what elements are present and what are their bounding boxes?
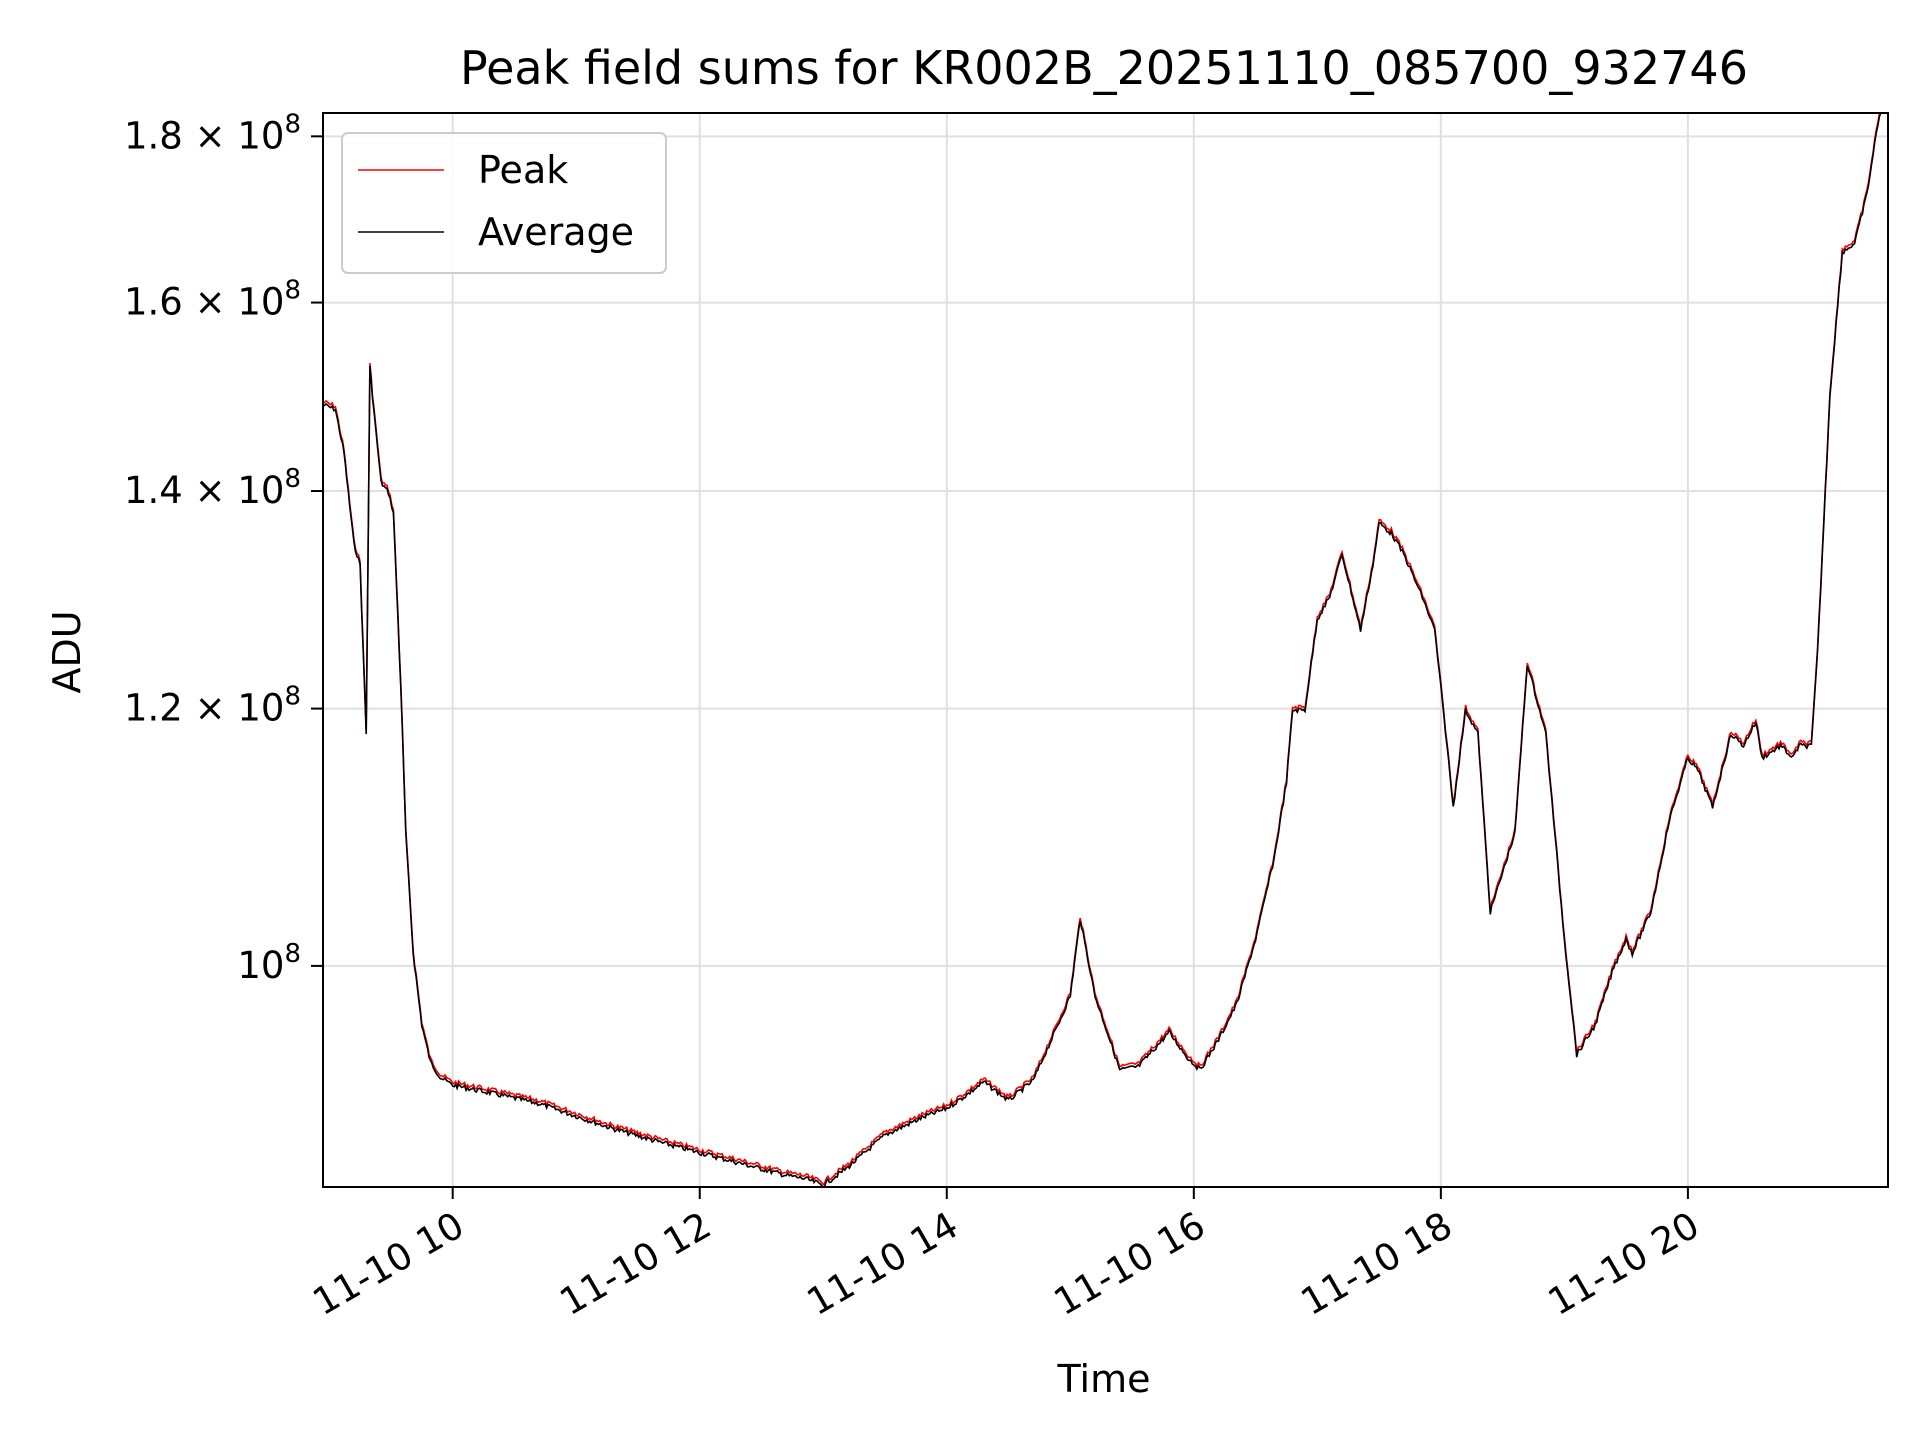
y-tick-label: 108: [237, 939, 301, 987]
x-axis-label: Time: [1057, 1357, 1151, 1401]
y-tick-label: 1.6 × 108: [124, 276, 301, 324]
legend-label-peak: Peak: [478, 148, 568, 192]
series-layer: [323, 113, 1888, 1187]
series-line-average: [323, 113, 1888, 1187]
y-tick-label: 1.4 × 108: [124, 464, 301, 512]
legend-label-average: Average: [478, 210, 634, 254]
legend-box: [341, 132, 667, 274]
y-tick-mantissa: 1.8 × 10: [124, 114, 284, 157]
y-tick-exponent: 8: [284, 109, 301, 139]
y-tick-mantissa: 1.2 × 10: [124, 687, 284, 730]
y-tick-label: 1.2 × 108: [124, 682, 301, 730]
y-tick-exponent: 8: [284, 682, 301, 712]
axes-frame: [322, 112, 1889, 1188]
y-tick-exponent: 8: [284, 939, 301, 969]
y-tick-label: 1.8 × 108: [124, 109, 301, 157]
y-tick-mantissa: 1.6 × 10: [124, 281, 284, 324]
y-tick-mantissa: 1.4 × 10: [124, 469, 284, 512]
y-tick-mantissa: 10: [237, 944, 284, 987]
y-tick-exponent: 8: [284, 464, 301, 494]
y-tick-exponent: 8: [284, 276, 301, 306]
legend: Peak Average: [341, 132, 667, 274]
y-axis-label: ADU: [45, 610, 89, 693]
chart-title: Peak field sums for KR002B_20251110_0857…: [460, 41, 1748, 95]
